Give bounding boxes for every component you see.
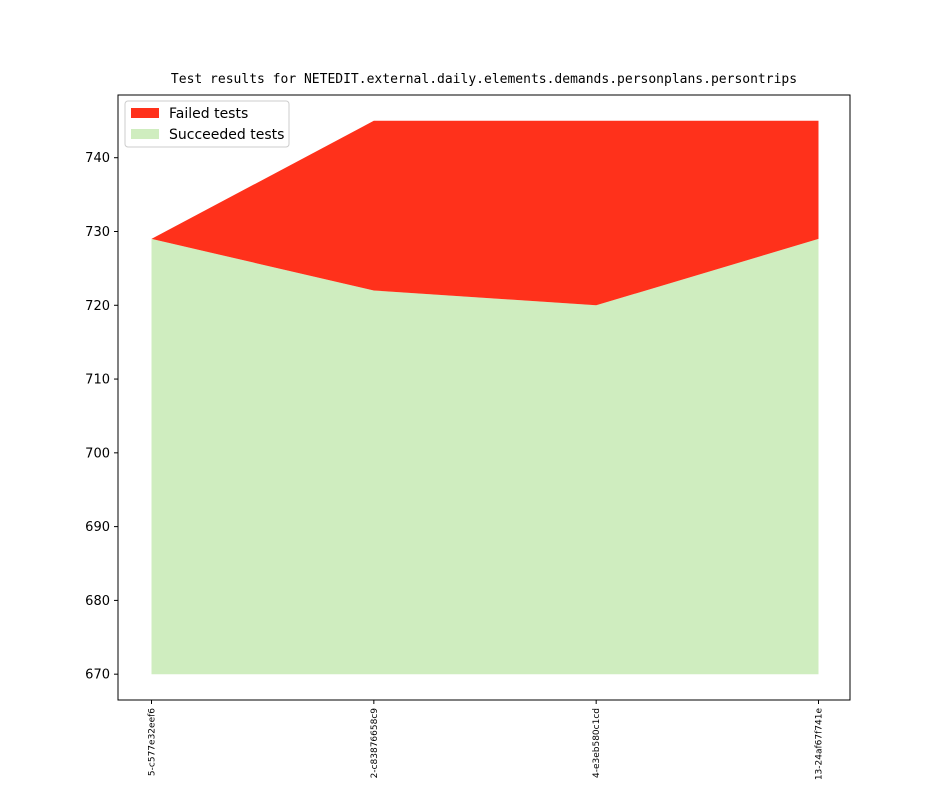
chart-title: Test results for NETEDIT.external.daily.… bbox=[170, 72, 798, 87]
x-tick-label: 2-c83876658c9 bbox=[370, 708, 380, 779]
legend-label-failed: Failed tests bbox=[169, 106, 248, 122]
plot-frame bbox=[117, 94, 851, 701]
area-layer bbox=[151, 120, 819, 675]
legend-frame bbox=[124, 100, 290, 148]
y-tick-label: 700 bbox=[85, 446, 110, 461]
y-tick-label: 720 bbox=[85, 299, 110, 314]
legend-swatch-failed bbox=[131, 108, 159, 118]
y-axis: 670 680 690 700 710 720 730 740 bbox=[85, 151, 118, 683]
y-tick-label: 740 bbox=[85, 151, 110, 166]
x-axis: 5-c577e32eef6 2-c83876658c9 4-e3eb580c1cd 1… bbox=[148, 700, 825, 780]
area-failed-tests bbox=[151, 120, 819, 306]
y-tick-label: 730 bbox=[85, 225, 110, 240]
legend-label-succeeded: Succeeded tests bbox=[169, 127, 284, 143]
legend: Failed tests Succeeded tests bbox=[124, 100, 290, 148]
x-tick-label: 5-c577e32eef6 bbox=[148, 708, 158, 776]
y-tick-label: 680 bbox=[85, 594, 110, 609]
y-tick-label: 690 bbox=[85, 520, 110, 535]
y-tick-label: 670 bbox=[85, 668, 110, 683]
area-succeeded-tests bbox=[151, 238, 819, 675]
legend-swatch-succeeded bbox=[131, 129, 159, 139]
x-tick-label: 13-24af67f741e bbox=[815, 708, 825, 781]
y-tick-label: 710 bbox=[85, 373, 110, 388]
x-tick-label: 4-e3eb580c1cd bbox=[592, 708, 602, 778]
